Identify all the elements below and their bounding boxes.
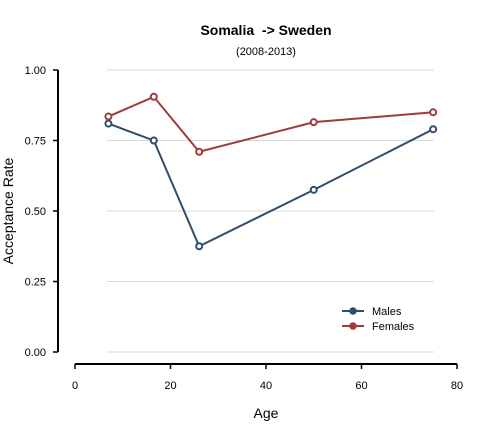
x-axis-title: Age	[254, 405, 279, 421]
y-axis-title: Acceptance Rate	[0, 157, 16, 264]
legend-label-females: Females	[372, 321, 415, 333]
point-males-1	[149, 136, 158, 145]
point-males-3	[309, 185, 318, 194]
series	[104, 92, 438, 251]
chart-title: Somalia -> Sweden	[200, 22, 331, 38]
y-tick-label-1: 0.25	[25, 277, 46, 289]
legend-label-males: Males	[372, 306, 402, 318]
x-tick-label-3: 60	[355, 380, 367, 392]
legend-marker-females	[349, 322, 357, 330]
point-males-0	[104, 119, 113, 128]
point-females-4	[429, 108, 438, 117]
x-tick-label-4: 80	[451, 380, 463, 392]
point-females-3	[309, 118, 318, 127]
y-tick-label-4: 1.00	[25, 65, 46, 77]
legend: Males Females	[342, 306, 415, 333]
point-females-1	[149, 92, 158, 101]
x-tick-label-1: 20	[164, 380, 176, 392]
chart-subtitle: (2008-2013)	[236, 46, 296, 58]
y-tick-label-2: 0.50	[25, 206, 46, 218]
point-females-2	[195, 147, 204, 156]
x-tick-label-0: 0	[72, 380, 78, 392]
x-tick-label-2: 40	[260, 380, 272, 392]
axes: 0.00 0.25 0.50 0.75 1.00 0 20 40 60 80	[25, 65, 464, 392]
point-males-4	[429, 125, 438, 134]
legend-marker-males	[349, 307, 357, 315]
point-females-0	[104, 112, 113, 121]
y-tick-label-0: 0.00	[25, 347, 46, 359]
point-males-2	[195, 242, 204, 251]
series-line-females	[108, 95, 434, 153]
y-tick-label-3: 0.75	[25, 136, 46, 148]
